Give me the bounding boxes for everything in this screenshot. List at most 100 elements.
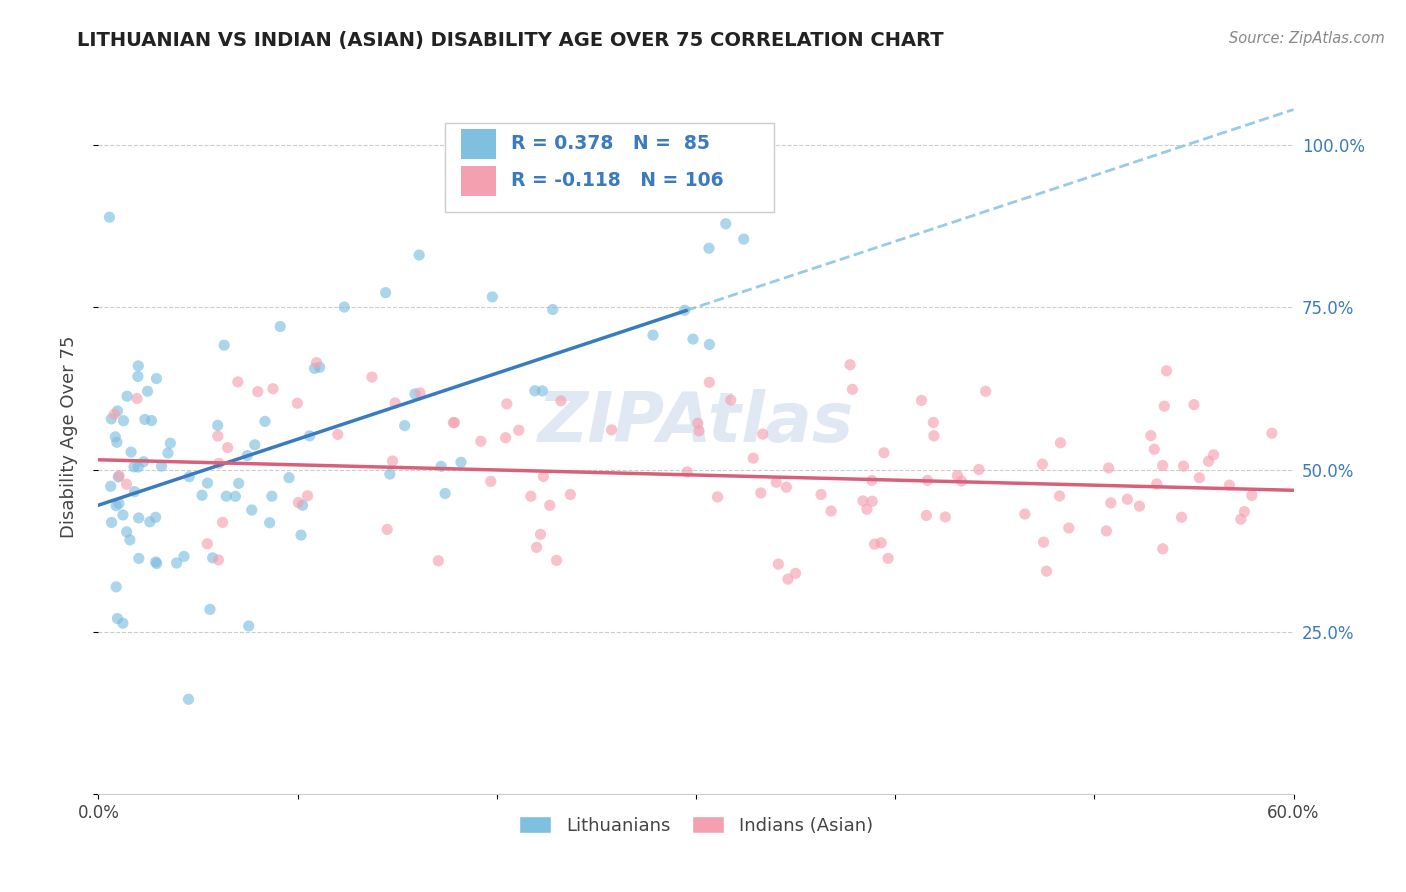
Point [238, 619, 260, 633]
Point [529, 527, 551, 541]
Point [211, 516, 233, 530]
Point [470, 434, 492, 449]
Point [141, 413, 163, 427]
Point [108, 496, 131, 510]
Point [145, 555, 167, 569]
Point [1198, 454, 1220, 468]
Point [145, 557, 167, 571]
Point [934, 510, 956, 524]
Point [839, 358, 862, 372]
Point [749, 486, 772, 500]
Point [298, 429, 321, 443]
Point [98, 210, 121, 224]
Point [523, 384, 546, 398]
Point [434, 486, 457, 500]
Point [384, 396, 406, 410]
Point [228, 476, 250, 491]
Point [1057, 521, 1080, 535]
Point [531, 469, 554, 483]
Point [127, 359, 149, 373]
Point [946, 468, 969, 483]
Point [1049, 435, 1071, 450]
Point [381, 454, 404, 468]
Point [1218, 478, 1240, 492]
Point [479, 475, 502, 489]
Point [1182, 398, 1205, 412]
Point [125, 392, 148, 406]
Point [856, 502, 879, 516]
Point [682, 332, 704, 346]
FancyBboxPatch shape [446, 123, 773, 212]
Point [673, 303, 696, 318]
Point [112, 414, 135, 428]
Point [107, 470, 129, 484]
Point [520, 489, 543, 503]
Point [1173, 459, 1195, 474]
Point [768, 557, 790, 571]
Point [720, 392, 742, 407]
Point [139, 515, 162, 529]
Point [333, 300, 356, 314]
Point [714, 217, 737, 231]
Point [394, 418, 416, 433]
Point [246, 384, 269, 399]
Legend: Lithuanians, Indians (Asian): Lithuanians, Indians (Asian) [512, 809, 880, 842]
Point [100, 479, 122, 493]
Point [860, 474, 883, 488]
Point [105, 499, 128, 513]
Point [688, 424, 710, 438]
Text: R = -0.118   N = 106: R = -0.118 N = 106 [510, 171, 723, 190]
Point [124, 484, 146, 499]
Point [115, 389, 138, 403]
Point [686, 416, 709, 430]
Point [538, 498, 561, 512]
Point [443, 416, 465, 430]
Point [100, 516, 122, 530]
Point [1146, 477, 1168, 491]
Point [118, 533, 141, 547]
Point [304, 361, 326, 376]
Point [103, 407, 125, 421]
Point [253, 414, 276, 428]
Point [1049, 489, 1071, 503]
Point [195, 537, 218, 551]
Point [922, 416, 945, 430]
Point [224, 489, 246, 503]
Point [1014, 507, 1036, 521]
Point [1156, 364, 1178, 378]
Point [697, 241, 720, 255]
Point [375, 523, 398, 537]
Point [198, 602, 221, 616]
Point [226, 375, 249, 389]
Point [408, 248, 430, 262]
Point [427, 554, 450, 568]
Point [974, 384, 997, 399]
Point [107, 404, 129, 418]
Point [742, 451, 765, 466]
Point [361, 370, 384, 384]
Point [404, 387, 426, 401]
Point [1032, 535, 1054, 549]
Point [115, 524, 138, 539]
Point [207, 429, 229, 443]
Point [207, 418, 229, 433]
Point [179, 469, 201, 483]
Point [1031, 457, 1053, 471]
Point [706, 490, 728, 504]
Point [215, 489, 238, 503]
Point [531, 384, 554, 398]
Point [166, 556, 188, 570]
Point [1230, 512, 1253, 526]
Point [785, 566, 807, 581]
Point [1152, 458, 1174, 473]
Point [841, 382, 863, 396]
Point [526, 541, 548, 555]
Point [967, 462, 990, 476]
Point [145, 510, 167, 524]
Point [481, 290, 503, 304]
Point [269, 319, 291, 334]
Point [128, 551, 150, 566]
Point [177, 692, 200, 706]
Point [1240, 488, 1263, 502]
Point [262, 382, 284, 396]
